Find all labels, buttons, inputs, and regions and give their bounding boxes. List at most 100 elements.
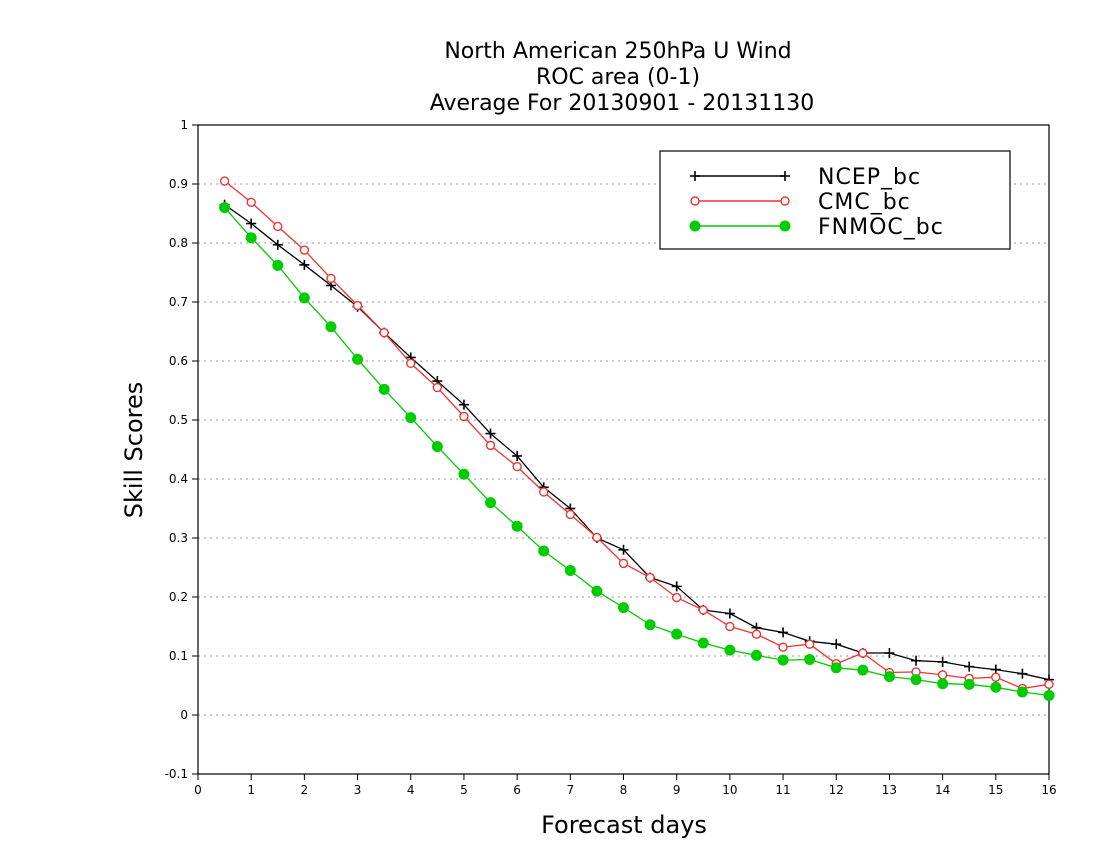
x-axis-label: Forecast days bbox=[541, 811, 707, 839]
axes: -0.100.10.20.30.40.50.60.70.80.910 1 2 3 4 5 6… bbox=[165, 118, 1057, 797]
data-point-fnmoc-bc bbox=[405, 412, 417, 424]
data-point-cmc-bc bbox=[379, 327, 389, 338]
data-point-cmc-bc bbox=[991, 672, 1001, 682]
data-point-cmc-bc bbox=[618, 558, 629, 569]
x-tick-label: 2 bbox=[301, 783, 309, 797]
legend-label: CMC_bc bbox=[818, 190, 911, 215]
data-point-fnmoc-bc bbox=[618, 602, 629, 614]
chart-title: North American 250hPa U Wind ROC area (0… bbox=[430, 39, 815, 116]
data-point-fnmoc-bc bbox=[591, 585, 603, 597]
x-tick-label: 4 bbox=[407, 783, 415, 797]
data-point-cmc-bc bbox=[592, 532, 602, 543]
data-point-fnmoc-bc bbox=[883, 671, 895, 683]
x-tick-label: 10 bbox=[722, 783, 737, 797]
data-point-cmc-bc bbox=[326, 273, 336, 284]
series-fnmoc-bc bbox=[219, 202, 1055, 702]
data-point-fnmoc-bc bbox=[458, 468, 470, 480]
legend-entry-ncep-bc: NCEP_bc bbox=[690, 165, 921, 190]
data-point-fnmoc-bc bbox=[352, 353, 364, 365]
data-point-cmc-bc bbox=[432, 382, 443, 393]
y-tick-label: 0.1 bbox=[169, 649, 188, 663]
title-line-3: Average For 20130901 - 20131130 bbox=[430, 91, 815, 116]
data-point-ncep-bc bbox=[458, 399, 469, 410]
data-point-fnmoc-bc bbox=[1043, 690, 1055, 702]
y-tick-label: 0.5 bbox=[169, 413, 188, 427]
data-point-fnmoc-bc bbox=[777, 654, 789, 666]
data-point-fnmoc-bc bbox=[378, 383, 390, 395]
data-point-ncep-bc bbox=[512, 450, 523, 461]
data-point-ncep-bc bbox=[618, 544, 629, 555]
series-line-fnmoc-bc bbox=[224, 207, 1050, 697]
data-point-fnmoc-bc bbox=[857, 664, 869, 676]
data-point-ncep-bc bbox=[831, 639, 842, 650]
data-point-ncep-bc bbox=[937, 656, 948, 667]
y-tick-label: 0.9 bbox=[169, 177, 188, 191]
data-point-ncep-bc bbox=[272, 239, 283, 250]
data-point-fnmoc-bc bbox=[671, 628, 683, 640]
data-point-cmc-bc bbox=[645, 572, 655, 583]
data-point-cmc-bc bbox=[459, 411, 469, 422]
data-point-cmc-bc bbox=[219, 176, 230, 186]
y-tick-label: 0.4 bbox=[169, 472, 188, 486]
data-point-cmc-bc bbox=[671, 592, 682, 603]
data-point-fnmoc-bc bbox=[910, 674, 922, 686]
data-point-ncep-bc bbox=[246, 218, 257, 229]
y-tick-label: 1 bbox=[180, 118, 188, 132]
data-point-fnmoc-bc bbox=[219, 202, 231, 214]
data-point-ncep-bc bbox=[884, 648, 895, 659]
data-point-ncep-bc bbox=[671, 581, 682, 592]
legend-label: NCEP_bc bbox=[818, 165, 921, 190]
data-point-cmc-bc bbox=[565, 509, 576, 520]
x-tick-label: 11 bbox=[775, 783, 790, 797]
data-point-fnmoc-bc bbox=[937, 678, 949, 690]
data-point-fnmoc-bc bbox=[431, 441, 443, 453]
data-point-fnmoc-bc bbox=[830, 662, 842, 674]
title-line-1: North American 250hPa U Wind bbox=[444, 39, 791, 64]
data-point-cmc-bc bbox=[299, 245, 310, 255]
series-ncep-bc bbox=[219, 199, 1054, 685]
y-tick-label: -0.1 bbox=[165, 767, 188, 781]
x-tick-label: 13 bbox=[882, 783, 897, 797]
data-point-cmc-bc bbox=[406, 358, 416, 369]
data-point-cmc-bc bbox=[751, 629, 762, 639]
data-point-ncep-bc bbox=[485, 428, 496, 439]
series-line-cmc-bc bbox=[224, 180, 1050, 690]
x-tick-label: 12 bbox=[829, 783, 844, 797]
data-point-fnmoc-bc bbox=[990, 681, 1002, 693]
data-point-cmc-bc bbox=[937, 670, 948, 680]
data-point-fnmoc-bc bbox=[325, 321, 337, 333]
y-tick-label: 0 bbox=[180, 708, 188, 722]
data-point-fnmoc-bc bbox=[538, 545, 550, 557]
legend-marker bbox=[779, 220, 791, 232]
y-tick-label: 0.6 bbox=[169, 354, 188, 368]
data-point-fnmoc-bc bbox=[272, 259, 284, 271]
legend-entry-cmc-bc: CMC_bc bbox=[690, 190, 911, 215]
x-tick-label: 3 bbox=[354, 783, 362, 797]
y-axis-label: Skill Scores bbox=[120, 382, 148, 519]
data-series bbox=[219, 176, 1055, 702]
x-tick-label: 15 bbox=[988, 783, 1003, 797]
legend-label: FNMOC_bc bbox=[818, 215, 944, 240]
legend-marker bbox=[690, 171, 700, 181]
data-point-cmc-bc bbox=[485, 440, 496, 451]
x-tick-label: 14 bbox=[935, 783, 950, 797]
data-point-fnmoc-bc bbox=[724, 644, 736, 656]
data-point-ncep-bc bbox=[299, 259, 310, 270]
data-point-ncep-bc bbox=[911, 655, 922, 666]
y-tick-label: 0.3 bbox=[169, 531, 188, 545]
data-point-cmc-bc bbox=[512, 461, 522, 472]
data-point-ncep-bc bbox=[964, 661, 975, 672]
title-line-2: ROC area (0-1) bbox=[536, 65, 700, 90]
x-tick-label: 8 bbox=[620, 783, 628, 797]
data-point-fnmoc-bc bbox=[963, 678, 975, 690]
x-tick-label: 7 bbox=[566, 783, 574, 797]
x-tick-label: 1 bbox=[247, 783, 255, 797]
data-point-cmc-bc bbox=[698, 605, 708, 615]
legend-marker bbox=[780, 171, 790, 181]
legend-box bbox=[659, 150, 1011, 250]
data-point-fnmoc-bc bbox=[564, 564, 576, 576]
data-point-ncep-bc bbox=[1017, 668, 1028, 679]
series-cmc-bc bbox=[219, 176, 1054, 694]
legend-marker bbox=[689, 220, 701, 232]
